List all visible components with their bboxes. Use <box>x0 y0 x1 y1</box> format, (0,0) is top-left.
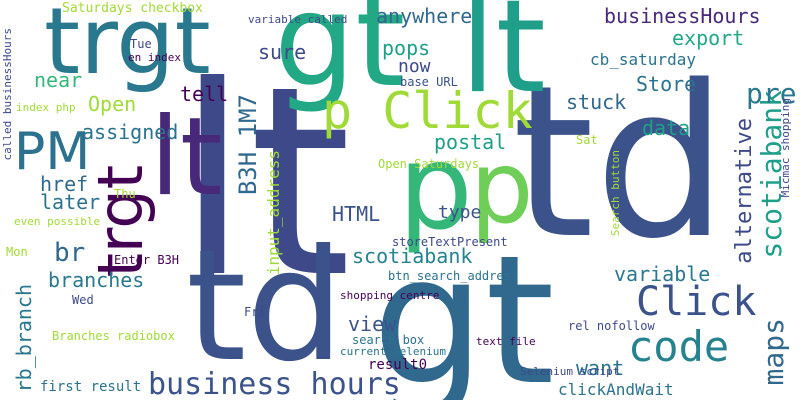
word-tue: Tue <box>130 37 152 51</box>
word-tell: tell <box>180 82 229 106</box>
word-clickandwait: clickAndWait <box>558 380 674 399</box>
word-later: later <box>40 190 101 214</box>
word-selenium-script: Selenium script <box>520 365 620 378</box>
word-want: want <box>576 356 625 380</box>
word-pre: pre <box>746 77 797 110</box>
word-business-hours: business hours <box>148 367 401 400</box>
word-businesshours: businessHours <box>604 4 761 28</box>
word-p-right: p <box>470 129 534 246</box>
word-mon: Mon <box>6 245 28 259</box>
word-html: HTML <box>332 202 381 226</box>
word-index-php: index php <box>16 101 76 114</box>
word-search-button-vertical: Search button <box>609 150 622 237</box>
word-variable: variable <box>614 262 711 286</box>
word-td-large: td <box>512 40 728 285</box>
word-storetextpresent: storeTextPresent <box>392 235 508 249</box>
word-p-click: p Click <box>322 82 533 140</box>
word-trgt-top: trgt <box>44 0 211 95</box>
word-result0: result0 <box>368 357 428 373</box>
word-text-file: text file <box>476 335 536 348</box>
word-en-index: en index <box>128 51 181 64</box>
word-micmac-shopping-vertical: Micmac shopping <box>779 98 792 198</box>
word-p-left: p <box>398 118 473 256</box>
word-assigned: assigned <box>82 120 179 144</box>
word-called-businesshours-vertical: called businessHours <box>1 28 14 161</box>
word-maps-vertical: maps <box>757 318 790 386</box>
word-gt-bottom: gt <box>372 217 555 400</box>
word-alternative-vertical: alternative <box>732 118 757 264</box>
word-type: type <box>438 202 482 223</box>
word-even-possible: even possible <box>14 215 101 228</box>
word-br: br <box>54 238 86 268</box>
word-store: Store <box>636 72 697 96</box>
word-rb-branch-vertical: rb_branch <box>12 284 36 393</box>
word-open: Open <box>88 92 137 116</box>
word-search-box: search box <box>352 333 425 347</box>
word-enter-b3h: Enter B3H <box>114 253 180 267</box>
word-cb-saturday: cb_saturday <box>590 50 696 69</box>
word-current-selenium: current Selenium <box>340 345 446 358</box>
word-fri: Fri <box>244 305 266 319</box>
word-input-address-vertical: input_address <box>264 150 283 276</box>
word-open-saturdays: Open Saturdays <box>378 157 480 171</box>
word-postal: postal <box>434 130 507 154</box>
word-code: code <box>628 322 730 371</box>
word-view: view <box>348 312 397 336</box>
word-pm: PM <box>14 122 91 182</box>
word-lt-center: lt <box>176 30 352 335</box>
word-branches-radiobox: Branches radiobox <box>52 329 175 343</box>
word-near: near <box>34 68 83 92</box>
word-pops: pops <box>382 36 431 60</box>
word-data: data <box>642 116 691 140</box>
word-td-bottom: td <box>186 217 345 396</box>
word-sure: sure <box>258 40 307 64</box>
word-variable-called: variable called <box>248 13 348 26</box>
word-saturdays-checkbox: Saturdays checkbox <box>62 1 203 16</box>
word-lt-top-right: lt <box>460 0 546 122</box>
word-gt-top: gt <box>274 0 406 116</box>
word-wed: Wed <box>72 293 94 307</box>
word-click: Click <box>636 279 757 325</box>
word-href: href <box>40 172 89 196</box>
word-stuck: stuck <box>566 90 627 114</box>
word-b3h-vertical: B3H 1M7 <box>234 94 262 196</box>
word-shopping-centre: shopping centre <box>340 289 440 302</box>
word-thu: Thu <box>114 187 136 201</box>
word-base-url: base URL <box>400 75 458 89</box>
word-lt-mid: lt <box>150 95 223 220</box>
word-export: export <box>672 26 745 50</box>
word-btn-search-address: btn_search_address <box>388 269 519 283</box>
word-first-result: first result <box>40 379 142 395</box>
word-now: now <box>398 56 431 77</box>
word-scotiabank: scotiabank <box>352 244 473 268</box>
word-rel-nofollow: rel nofollow <box>568 319 655 333</box>
word-sat: Sat <box>576 133 598 147</box>
word-branches: branches <box>48 268 145 292</box>
word-anywhere: anywhere <box>376 4 473 28</box>
